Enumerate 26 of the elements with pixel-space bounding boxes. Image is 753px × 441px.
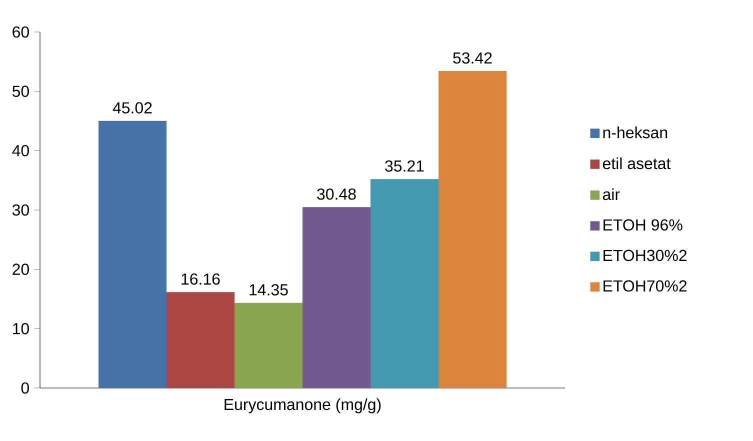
y-tick-label: 40 bbox=[12, 145, 29, 156]
legend-label: n-heksan bbox=[603, 126, 668, 138]
legend-label: ETOH70%2 bbox=[604, 280, 687, 292]
x-tick-label: Eurycumanone (mg/g) bbox=[224, 398, 381, 414]
bar bbox=[98, 120, 167, 388]
y-tick-label: 20 bbox=[12, 264, 29, 275]
y-tick-label: 10 bbox=[13, 322, 29, 334]
bar bbox=[438, 71, 507, 388]
data-label: 53.42 bbox=[453, 52, 492, 64]
y-tick-label: 60 bbox=[12, 26, 29, 38]
legend-label: ETOH 96% bbox=[604, 219, 682, 231]
data-label: 35.21 bbox=[385, 160, 424, 172]
y-tick-label: 50 bbox=[12, 86, 29, 97]
data-label: 30.48 bbox=[317, 188, 356, 200]
data-label: 16.16 bbox=[182, 273, 220, 285]
y-tick-label: 30 bbox=[12, 204, 29, 216]
bar bbox=[370, 179, 439, 388]
bar bbox=[166, 292, 235, 388]
data-label: 45.02 bbox=[112, 102, 152, 114]
legend-label: air bbox=[602, 188, 620, 200]
bar bbox=[234, 302, 303, 388]
legend-label: ETOH30%2 bbox=[604, 250, 687, 262]
data-label: 14.35 bbox=[250, 284, 288, 296]
legend-label: etil asetat bbox=[602, 157, 671, 170]
y-tick-label: 0 bbox=[21, 382, 29, 394]
bar bbox=[302, 207, 371, 388]
